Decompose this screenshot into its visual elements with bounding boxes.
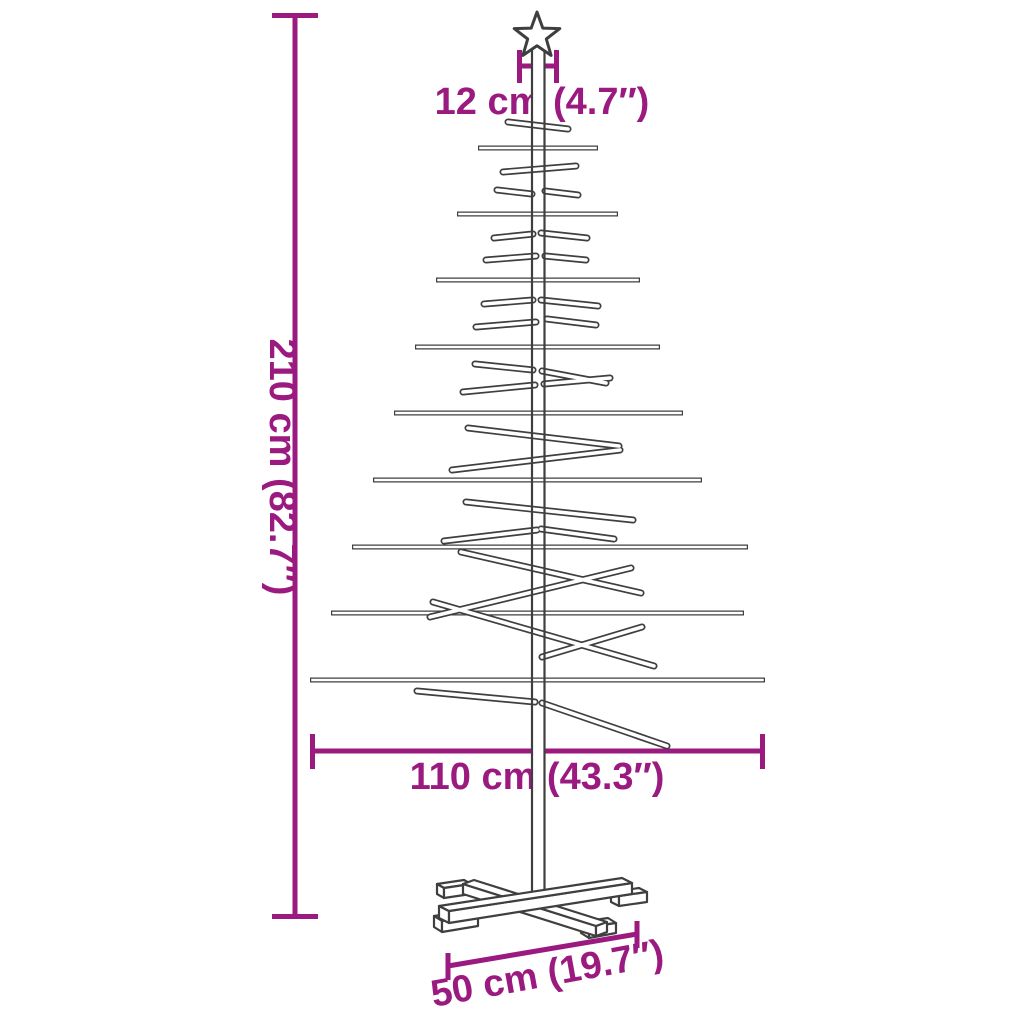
base-width-dimension: 50 cm (19.7″) xyxy=(428,921,667,1016)
base-bar-ascending xyxy=(437,876,634,913)
tree-pole xyxy=(532,50,545,896)
base-width-dimension-line xyxy=(447,931,638,969)
tree-star xyxy=(512,10,562,57)
tree-branches-diagonal-fill xyxy=(415,120,669,748)
base-width-dimension-label: 50 cm (19.7″) xyxy=(428,932,667,1015)
tree-illustration xyxy=(310,10,765,940)
tree-branches-long-fill xyxy=(311,146,764,682)
height-dimension-label: 210 cm (82.7″) xyxy=(261,339,303,596)
height-dimension: 210 cm (82.7″) xyxy=(261,13,318,919)
cross-base xyxy=(432,876,649,940)
